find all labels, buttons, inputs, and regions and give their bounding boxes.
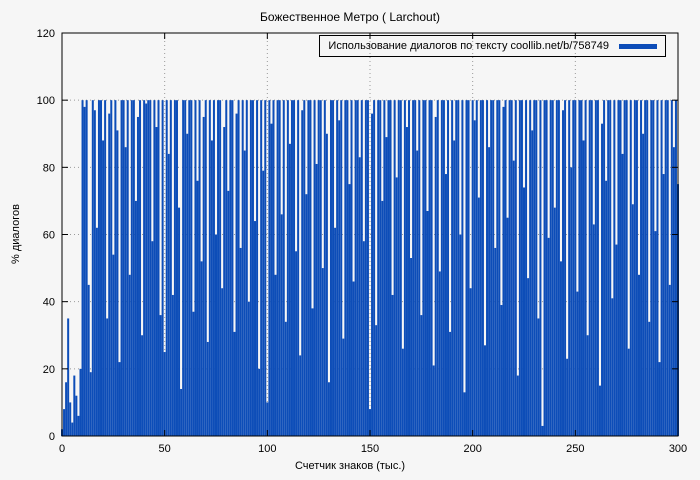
legend: Использование диалогов по тексту coollib… [319, 35, 666, 57]
svg-text:50: 50 [159, 443, 171, 455]
svg-text:200: 200 [463, 443, 481, 455]
svg-text:20: 20 [43, 364, 55, 376]
svg-text:40: 40 [43, 297, 55, 309]
svg-text:100: 100 [37, 95, 55, 107]
legend-label: Использование диалогов по тексту coollib… [328, 40, 609, 52]
x-axis-label: Счетчик знаков (тыс.) [294, 460, 406, 472]
svg-text:300: 300 [669, 443, 687, 455]
svg-text:150: 150 [361, 443, 379, 455]
svg-text:0: 0 [49, 431, 55, 443]
svg-text:0: 0 [59, 443, 65, 455]
y-axis-label: % диалогов [10, 204, 22, 264]
svg-text:120: 120 [37, 28, 55, 40]
svg-text:250: 250 [566, 443, 584, 455]
legend-color-swatch [619, 43, 657, 49]
chart-title: Божественное Метро ( Larchout) [259, 10, 441, 24]
svg-text:60: 60 [43, 230, 55, 242]
svg-text:100: 100 [258, 443, 276, 455]
svg-text:80: 80 [43, 162, 55, 174]
